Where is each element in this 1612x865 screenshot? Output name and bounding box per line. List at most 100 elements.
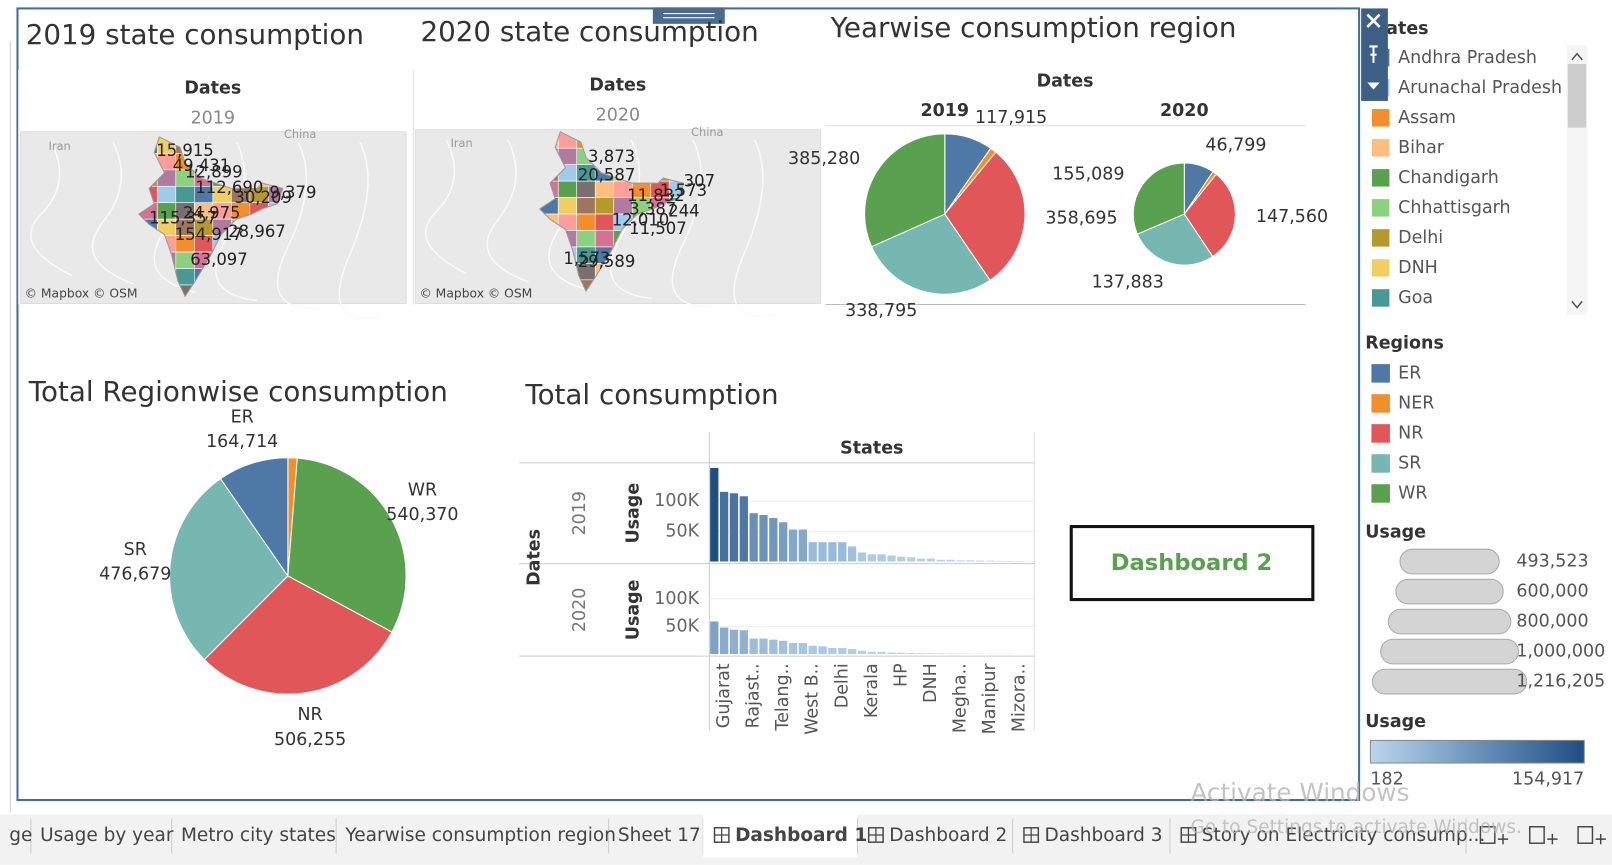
button-label[interactable]: Dashboard 2 <box>1111 550 1273 576</box>
x-tick-label: Mizora.. <box>1009 663 1029 732</box>
bar <box>936 653 945 655</box>
bar <box>877 554 886 562</box>
legend-label: NR <box>1398 423 1423 443</box>
map-border <box>733 139 776 317</box>
map-value-label: 244 <box>668 201 699 220</box>
bar <box>907 557 916 562</box>
sheet-title: 2019 state consumption <box>26 18 364 51</box>
x-tick-label: Telang.. <box>773 663 793 731</box>
scroll-up <box>1571 52 1583 61</box>
bar <box>926 558 935 562</box>
x-tick-label: Delhi <box>832 663 852 708</box>
sheet-title: Total consumption <box>524 378 778 411</box>
bar <box>907 652 916 655</box>
map-value-label: 15,915 <box>156 141 214 160</box>
legend-label: Andhra Pradesh <box>1398 48 1537 68</box>
legend-label: Chandigarh <box>1398 168 1499 188</box>
state-region <box>175 185 195 204</box>
bar <box>847 649 857 655</box>
tab-action-icon[interactable] <box>1529 826 1545 844</box>
bar <box>916 558 926 562</box>
map-value-label: 154,917 <box>175 225 243 244</box>
map-value-label: 3,387 <box>629 199 676 218</box>
sheet-tab[interactable]: ge <box>9 825 32 846</box>
bar <box>788 529 798 562</box>
bar <box>759 638 768 655</box>
map-border <box>609 139 652 300</box>
slice-label: 476,679 <box>99 565 171 585</box>
place-label: Iran <box>451 137 473 150</box>
map-value-label: 49,431 <box>173 156 231 175</box>
map-value-label: 12,010 <box>612 211 670 230</box>
slice-category: SR <box>124 540 147 560</box>
map-value-label: 1,573 <box>563 249 610 268</box>
slice-label: 117,915 <box>975 108 1047 128</box>
sheet-tab[interactable]: Dashboard 3 <box>1045 825 1163 846</box>
bar <box>867 651 876 655</box>
bar <box>995 560 1004 562</box>
dashboard-button[interactable] <box>1069 525 1315 602</box>
bar <box>729 493 739 562</box>
tab-action-icon[interactable] <box>1577 826 1594 844</box>
bar <box>857 552 867 562</box>
legend-title: Usage <box>1365 523 1426 543</box>
slice-label: 385,280 <box>788 149 860 169</box>
bar <box>808 645 817 655</box>
bar <box>956 560 965 562</box>
map-value-label: 3,873 <box>588 147 635 166</box>
bar <box>867 554 876 562</box>
india-border <box>538 131 685 293</box>
sheet-tab[interactable]: Dashboard 1 <box>735 825 867 846</box>
pie-slice <box>219 457 289 578</box>
row-value: 2020 <box>570 588 590 632</box>
map-value-label: 9,379 <box>269 183 316 202</box>
bar <box>946 559 955 562</box>
sheet-tab[interactable]: Sheet 17 <box>618 825 701 846</box>
bar <box>857 650 867 655</box>
legend-swatch <box>1371 364 1390 383</box>
map-value-label: 1,573 <box>660 181 707 200</box>
map-value-label: 30,209 <box>234 188 292 207</box>
sheet-tab[interactable]: Yearwise consumption region <box>344 825 616 846</box>
bar <box>719 627 729 655</box>
map-value-label: 63,097 <box>190 250 248 269</box>
slice-label: 506,255 <box>274 730 346 750</box>
legend-label: Delhi <box>1398 228 1443 248</box>
bar <box>749 513 758 562</box>
state-region <box>557 180 578 198</box>
color-label: 182 <box>1370 769 1403 789</box>
legend-label: Arunachal Pradesh <box>1398 78 1562 98</box>
slice-category: NR <box>297 705 322 725</box>
bar <box>887 652 896 655</box>
legend-label: Bihar <box>1398 138 1445 158</box>
map-border <box>91 141 134 285</box>
bar <box>739 496 748 562</box>
tab-action-icon[interactable] <box>1479 826 1496 844</box>
map-value-label: 112,690 <box>195 178 263 197</box>
sheet-title: Yearwise consumption region <box>830 11 1237 44</box>
map-border <box>30 141 73 277</box>
size-label: 800,000 <box>1516 612 1588 632</box>
pie-slice <box>1132 162 1185 235</box>
x-tick-label: West B.. <box>803 663 823 735</box>
tab-icon-lines <box>714 827 729 843</box>
map-border <box>276 141 319 310</box>
pie-slice <box>203 575 393 695</box>
bar <box>769 639 778 655</box>
drag-handle[interactable] <box>652 7 725 24</box>
x-tick-label: Rajast.. <box>744 663 764 728</box>
map-credit: © Mapbox © OSM <box>25 287 138 301</box>
size-label: 493,523 <box>1516 552 1588 572</box>
map-value-label: 24,975 <box>183 204 241 223</box>
state-region <box>557 197 578 215</box>
row-header: Dates <box>525 529 545 586</box>
dropdown-icon <box>1367 82 1380 90</box>
sheet-tab[interactable]: Dashboard 2 <box>889 825 1007 846</box>
bar <box>838 542 847 562</box>
sheet-tab[interactable]: Usage by year <box>40 825 174 846</box>
column-header: 2019 <box>920 101 969 121</box>
sheet-tab[interactable]: Story on Electricity consump... <box>1202 825 1485 846</box>
legend-title: Usage <box>1365 712 1426 732</box>
sheet-tab[interactable]: Metro city states <box>181 825 336 846</box>
